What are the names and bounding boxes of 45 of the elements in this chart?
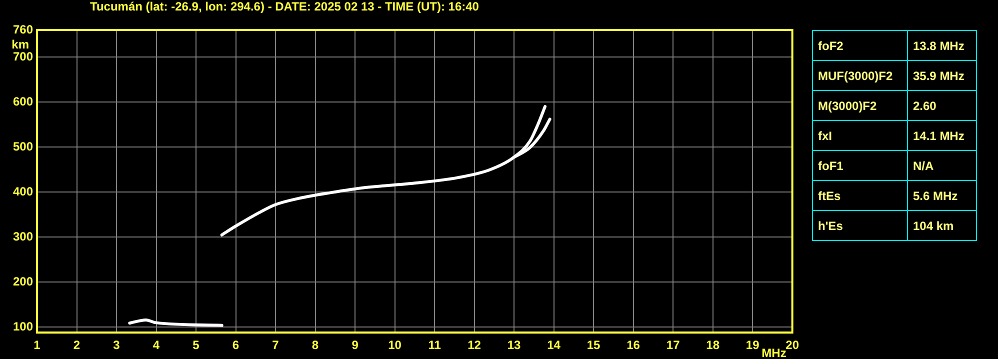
text: fxI [812, 120, 908, 150]
x-tick-label: 5 [192, 338, 200, 352]
text: 104 km [908, 210, 976, 240]
text: ftEs [812, 180, 908, 210]
y-tick-label: 700 [12, 49, 34, 64]
text: 13.8 MHz [908, 30, 976, 60]
x-tick-label: 10 [388, 338, 402, 352]
text: foF1 [812, 150, 908, 180]
text: h'Es [812, 210, 908, 240]
x-tick-label: 2 [73, 338, 80, 352]
text: foF2 [812, 30, 908, 60]
y-tick-label: 760 [12, 22, 34, 36]
x-tick-label: 7 [272, 338, 280, 352]
y-tick-label: 500 [12, 139, 34, 154]
x-tick-label: 6 [232, 338, 240, 352]
y-axis-title: km [12, 37, 29, 52]
x-tick-label: 9 [352, 338, 359, 352]
text: M(3000)F2 [812, 90, 908, 120]
x-axis-title: MHz [762, 346, 786, 359]
x-tick-label: 3 [113, 338, 120, 352]
chart-title: Tucumán (lat: -26.9, lon: 294.6) - DATE: 2025 02 13 - TIME (UT): 16:40 [90, 0, 480, 14]
y-tick-label: 300 [12, 229, 34, 244]
x-tick-label: 14 [547, 338, 561, 352]
x-tick-label: 18 [706, 338, 720, 352]
text: 35.9 MHz [908, 60, 976, 90]
x-tick-label: 17 [666, 338, 680, 352]
x-tick-label: 1 [34, 338, 41, 352]
text: 5.6 MHz [908, 180, 976, 210]
x-tick-label: 15 [586, 338, 601, 352]
x-tick-label: 11 [428, 338, 442, 352]
text: N/A [908, 150, 976, 180]
x-tick-label: 19 [746, 338, 760, 352]
y-tick-label: 600 [12, 94, 34, 108]
x-tick-label: 8 [312, 338, 319, 352]
y-tick-label: 200 [12, 274, 34, 288]
text: MUF(3000)F2 [812, 60, 908, 90]
y-tick-label: 400 [12, 184, 34, 198]
y-tick-label: 100 [12, 320, 34, 334]
x-tick-label: 20 [786, 338, 800, 352]
x-tick-label: 16 [626, 338, 640, 352]
x-tick-label: 4 [152, 338, 160, 352]
text: 14.1 MHz [908, 120, 976, 150]
text: 2.60 [908, 90, 976, 120]
x-tick-label: 13 [507, 338, 522, 352]
x-tick-label: 12 [468, 338, 482, 352]
